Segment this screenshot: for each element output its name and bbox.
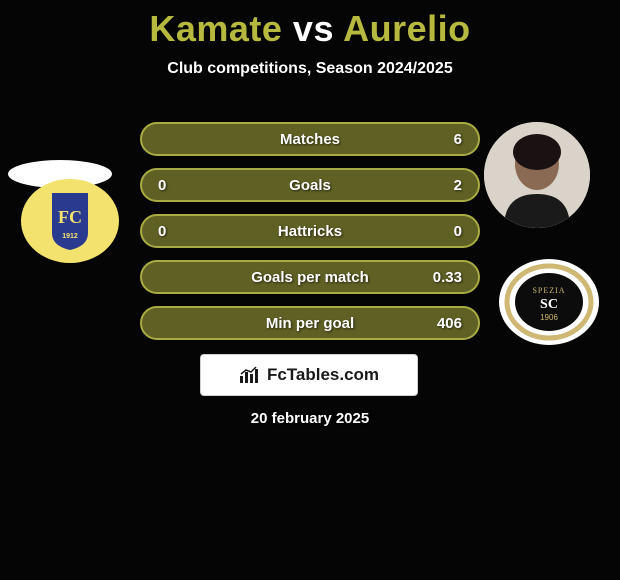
stats-list: Matches 6 0 Goals 2 0 Hattricks 0 Goals …	[140, 122, 480, 352]
page-title: Kamate vs Aurelio	[0, 0, 620, 50]
stat-label: Min per goal	[198, 315, 422, 332]
stat-label: Goals per match	[198, 269, 422, 286]
subtitle: Club competitions, Season 2024/2025	[0, 60, 620, 78]
chart-icon	[239, 366, 261, 384]
svg-text:FC: FC	[58, 207, 82, 227]
stat-row-min-per-goal: Min per goal 406	[140, 306, 480, 340]
player2-photo	[484, 122, 590, 228]
stat-left: 0	[158, 177, 198, 194]
stat-right: 406	[422, 315, 462, 332]
stat-right: 2	[422, 177, 462, 194]
player1-club-badge: FC 1912	[20, 178, 120, 264]
stat-row-hattricks: 0 Hattricks 0	[140, 214, 480, 248]
stat-right: 0.33	[422, 269, 462, 286]
svg-text:SPEZIA: SPEZIA	[532, 286, 565, 295]
vs-label: vs	[293, 8, 334, 49]
stat-right: 6	[422, 131, 462, 148]
stat-row-matches: Matches 6	[140, 122, 480, 156]
svg-text:1912: 1912	[62, 233, 78, 240]
stat-row-goals: 0 Goals 2	[140, 168, 480, 202]
stat-label: Hattricks	[198, 223, 422, 240]
stat-row-goals-per-match: Goals per match 0.33	[140, 260, 480, 294]
svg-text:SC: SC	[540, 297, 558, 312]
svg-text:1906: 1906	[540, 313, 558, 322]
stat-left: 0	[158, 223, 198, 240]
player1-name: Kamate	[149, 8, 282, 49]
stat-label: Goals	[198, 177, 422, 194]
date-label: 20 february 2025	[0, 410, 620, 427]
brand-box[interactable]: FcTables.com	[200, 354, 418, 396]
brand-label: FcTables.com	[267, 365, 379, 385]
player2-club-badge: SPEZIA SC 1906	[498, 258, 600, 346]
stat-label: Matches	[198, 131, 422, 148]
player2-name: Aurelio	[343, 8, 471, 49]
stat-right: 0	[422, 223, 462, 240]
